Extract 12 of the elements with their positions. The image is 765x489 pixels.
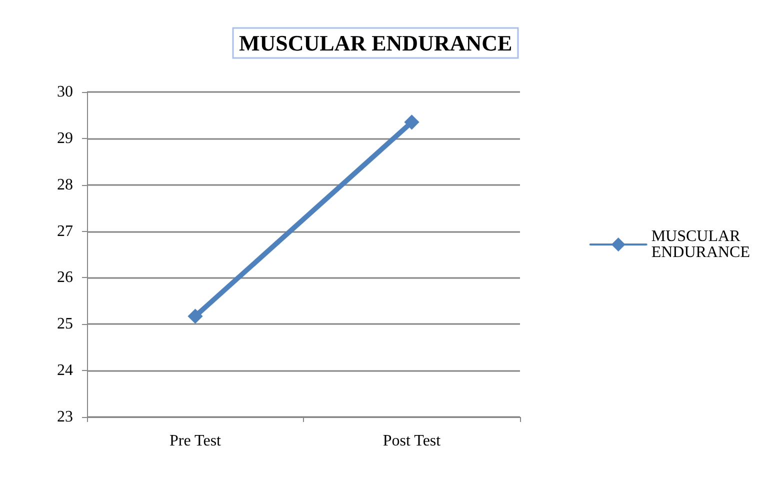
y-tick-label: 25 (57, 316, 73, 333)
y-tick-label: 24 (57, 362, 73, 380)
y-tick-label: 26 (57, 269, 73, 286)
x-tick-label: Post Test (382, 432, 442, 450)
y-tick-label: 30 (57, 84, 73, 100)
y-tick-label: 27 (57, 222, 73, 240)
legend-label: MUSCULAR ENDURANCE (651, 228, 750, 261)
x-tick-label: Pre Test (170, 432, 222, 450)
chart-title: MUSCULAR ENDURANCE (239, 30, 512, 56)
y-tick-label: 23 (57, 408, 73, 426)
y-tick-label: 28 (57, 176, 73, 194)
y-tick-label: 29 (57, 130, 73, 147)
